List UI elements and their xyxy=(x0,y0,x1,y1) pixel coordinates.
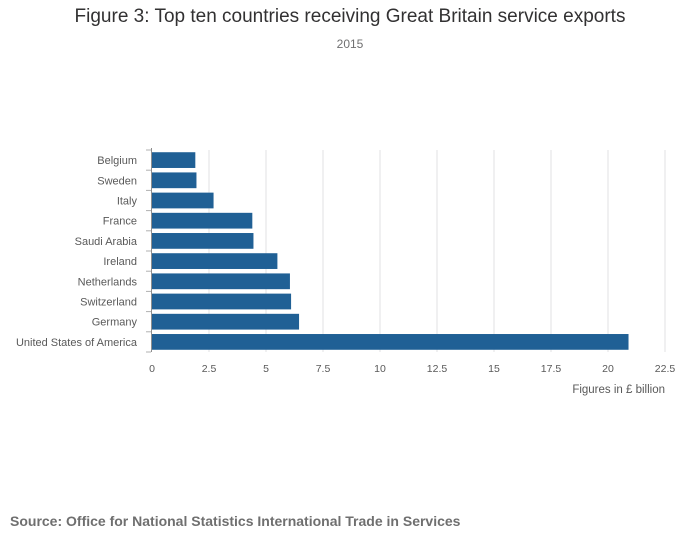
bar xyxy=(152,233,254,249)
chart-subtitle: 2015 xyxy=(336,37,364,51)
y-tick-label: Germany xyxy=(92,317,138,329)
y-tick-label: Italy xyxy=(117,196,138,208)
bar xyxy=(152,313,300,330)
x-tick-label: 2.5 xyxy=(202,363,217,375)
x-tick-label: 12.5 xyxy=(427,363,448,375)
bar xyxy=(152,253,278,269)
x-tick-label: 7.5 xyxy=(316,363,331,375)
bar xyxy=(152,192,214,209)
x-tick-label: 15 xyxy=(488,363,500,375)
bar xyxy=(152,273,290,290)
chart-title: Figure 3: Top ten countries receiving Gr… xyxy=(74,6,626,27)
y-tick-label: Switzerland xyxy=(80,297,137,309)
x-tick-label: 5 xyxy=(263,363,269,375)
bar xyxy=(152,212,253,229)
y-tick-label: Netherlands xyxy=(78,276,138,288)
y-tick-label: Belgium xyxy=(97,155,137,167)
source-note: Source: Office for National Statistics I… xyxy=(10,513,461,529)
y-tick-label: Sweden xyxy=(97,175,137,187)
x-axis-title: Figures in £ billion xyxy=(572,384,665,396)
x-tick-label: 17.5 xyxy=(541,363,562,375)
y-tick-label: United States of America xyxy=(16,337,138,349)
y-tick-label: Ireland xyxy=(103,256,137,268)
bar xyxy=(152,172,197,189)
y-tick-label: France xyxy=(103,216,137,228)
x-tick-label: 10 xyxy=(374,363,386,375)
y-tick-label: Saudi Arabia xyxy=(75,236,138,248)
x-tick-label: 22.5 xyxy=(655,363,676,375)
x-tick-label: 0 xyxy=(149,363,155,375)
bar xyxy=(152,334,629,350)
bar xyxy=(152,152,196,168)
bar xyxy=(152,293,292,310)
x-tick-label: 20 xyxy=(602,363,614,375)
